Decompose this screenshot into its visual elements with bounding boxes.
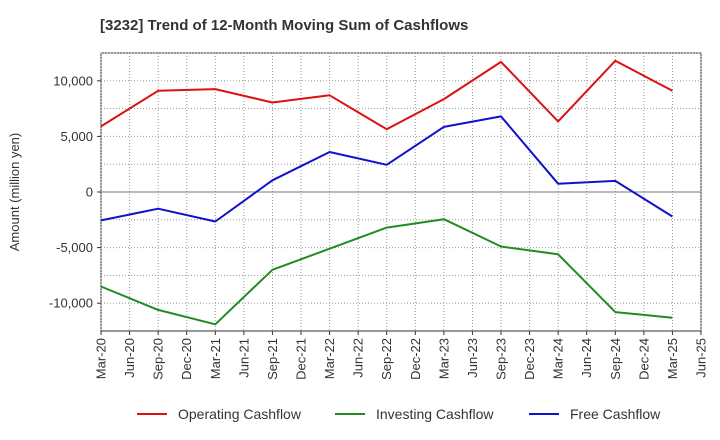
x-tick-label: Mar-21 — [208, 338, 223, 379]
legend-label-free-cashflow: Free Cashflow — [570, 406, 661, 422]
y-tick-label: 5,000 — [60, 129, 93, 144]
x-tick-label: Sep-21 — [265, 338, 280, 380]
axes: -10,000 -5,000 0 5,000 10,000 Mar-20 Jun-20 Sep… — [49, 73, 709, 380]
x-tick-label: Sep-22 — [379, 338, 394, 380]
x-tick-label: Dec-21 — [294, 338, 309, 380]
x-tick-label: Sep-23 — [494, 338, 509, 380]
free-cashflow-line — [100, 115, 673, 223]
x-tick-label: Sep-20 — [151, 338, 166, 380]
legend: Operating Cashflow Investing Cashflow Free… — [137, 406, 661, 422]
x-tick-label: Mar-24 — [551, 338, 566, 379]
y-tick-label: -5,000 — [56, 240, 93, 255]
x-tick-label: Dec-24 — [636, 338, 651, 380]
legend-label-operating-cashflow: Operating Cashflow — [178, 406, 302, 422]
x-tick-label: Mar-23 — [436, 338, 451, 379]
x-tick-label: Jun-25 — [694, 338, 709, 378]
series-lines — [100, 59, 673, 326]
x-tick-label: Mar-25 — [665, 338, 680, 379]
x-tick-label: Jun-22 — [351, 338, 366, 378]
x-tick-label: Dec-22 — [408, 338, 423, 380]
investing-cashflow-line — [100, 218, 673, 326]
grid-lines — [100, 52, 702, 331]
x-tick-label: Jun-24 — [579, 338, 594, 378]
x-tick-label: Jun-21 — [236, 338, 251, 378]
chart-title: [3232] Trend of 12-Month Moving Sum of C… — [100, 17, 468, 34]
x-tick-label: Mar-22 — [322, 338, 337, 379]
x-tick-label: Jun-23 — [465, 338, 480, 378]
x-tick-label: Jun-20 — [122, 338, 137, 378]
legend-label-investing-cashflow: Investing Cashflow — [376, 406, 494, 422]
y-tick-label: -10,000 — [49, 296, 93, 311]
y-tick-label: 10,000 — [53, 73, 93, 88]
y-axis-label: Amount (million yen) — [7, 133, 22, 252]
x-tick-label: Dec-20 — [179, 338, 194, 380]
x-tick-label: Sep-24 — [608, 338, 623, 380]
x-tick-label: Mar-20 — [94, 338, 109, 379]
x-tick-label: Dec-23 — [522, 338, 537, 380]
y-tick-label: 0 — [86, 185, 93, 200]
operating-cashflow-line — [100, 59, 673, 131]
